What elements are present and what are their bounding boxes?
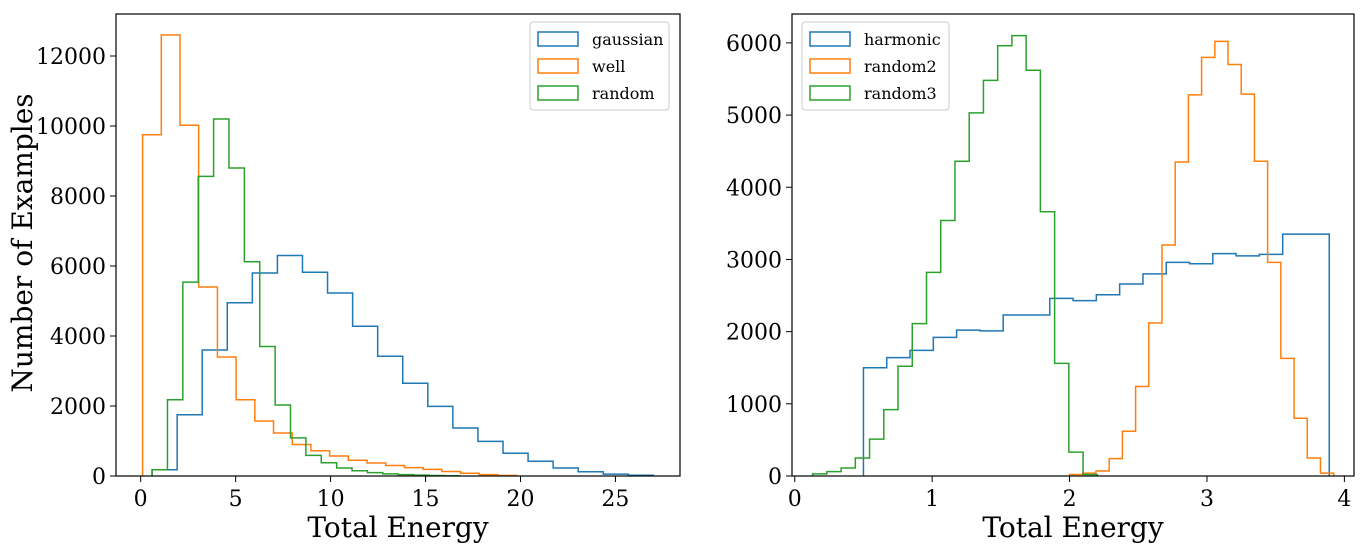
histogram-series-harmonic <box>862 233 1331 476</box>
x-tick-label: 5 <box>229 487 243 512</box>
y-axis-title: Number of Examples <box>6 93 39 392</box>
legend-label-gaussian: gaussian <box>592 30 663 49</box>
x-tick-label: 1 <box>925 487 939 512</box>
y-tick-label: 8000 <box>50 185 106 210</box>
left-histogram-panel: 0 5 10 15 20 25 0 2000 4000 6000 8000 10000 12000 Tot… <box>6 13 681 544</box>
x-axis-title: Total Energy <box>982 511 1164 544</box>
x-tick-label: 0 <box>134 487 148 512</box>
legend: harmonic random2 random3 <box>801 21 950 111</box>
x-tick-label: 15 <box>412 487 440 512</box>
x-tick-label: 10 <box>317 487 345 512</box>
legend: gaussian well random <box>529 21 670 111</box>
legend-box <box>529 21 670 111</box>
legend-swatch-well <box>537 58 579 74</box>
x-tick-label: 4 <box>1337 487 1351 512</box>
x-tick-label: 20 <box>506 487 534 512</box>
histogram-series-random3 <box>811 34 1099 476</box>
x-tick-label: 0 <box>788 487 802 512</box>
legend-label-random2: random2 <box>864 57 937 76</box>
legend-swatch-random2 <box>809 58 851 74</box>
y-tick-label: 6000 <box>726 32 782 57</box>
y-tick-label: 2000 <box>726 321 782 346</box>
plot-frame <box>115 13 681 477</box>
legend-label-harmonic: harmonic <box>864 30 941 49</box>
legend-box <box>801 21 950 111</box>
y-tick-label: 10000 <box>36 115 106 140</box>
y-tick-label: 4000 <box>50 325 106 350</box>
legend-swatch-random <box>537 85 579 101</box>
y-tick-label: 2000 <box>50 395 106 420</box>
y-tick-label: 3000 <box>726 248 782 273</box>
legend-swatch-gaussian <box>537 31 579 47</box>
histogram-series-gaussian <box>151 254 655 477</box>
x-axis-title: Total Energy <box>307 511 489 544</box>
legend-label-random: random <box>592 84 655 103</box>
y-tick-label: 0 <box>768 465 782 490</box>
y-tick-label: 6000 <box>50 255 106 280</box>
legend-swatch-harmonic <box>809 31 851 47</box>
y-tick-label: 5000 <box>726 104 782 129</box>
plot-frame <box>791 13 1355 477</box>
right-histogram-panel: 0 1 2 3 4 0 1000 2000 3000 4000 5000 6000 Total Ener… <box>726 13 1355 544</box>
histogram-series-random2 <box>1068 40 1335 476</box>
y-tick-label: 4000 <box>726 176 782 201</box>
x-tick-label: 3 <box>1200 487 1214 512</box>
legend-label-random3: random3 <box>864 84 937 103</box>
histogram-series-random <box>151 118 461 477</box>
legend-swatch-random3 <box>809 85 851 101</box>
y-tick-label: 0 <box>92 465 106 490</box>
legend-label-well: well <box>592 57 625 76</box>
y-tick-label: 1000 <box>726 393 782 418</box>
x-tick-label: 2 <box>1063 487 1077 512</box>
y-tick-label: 12000 <box>36 45 106 70</box>
x-tick-label: 25 <box>601 487 629 512</box>
